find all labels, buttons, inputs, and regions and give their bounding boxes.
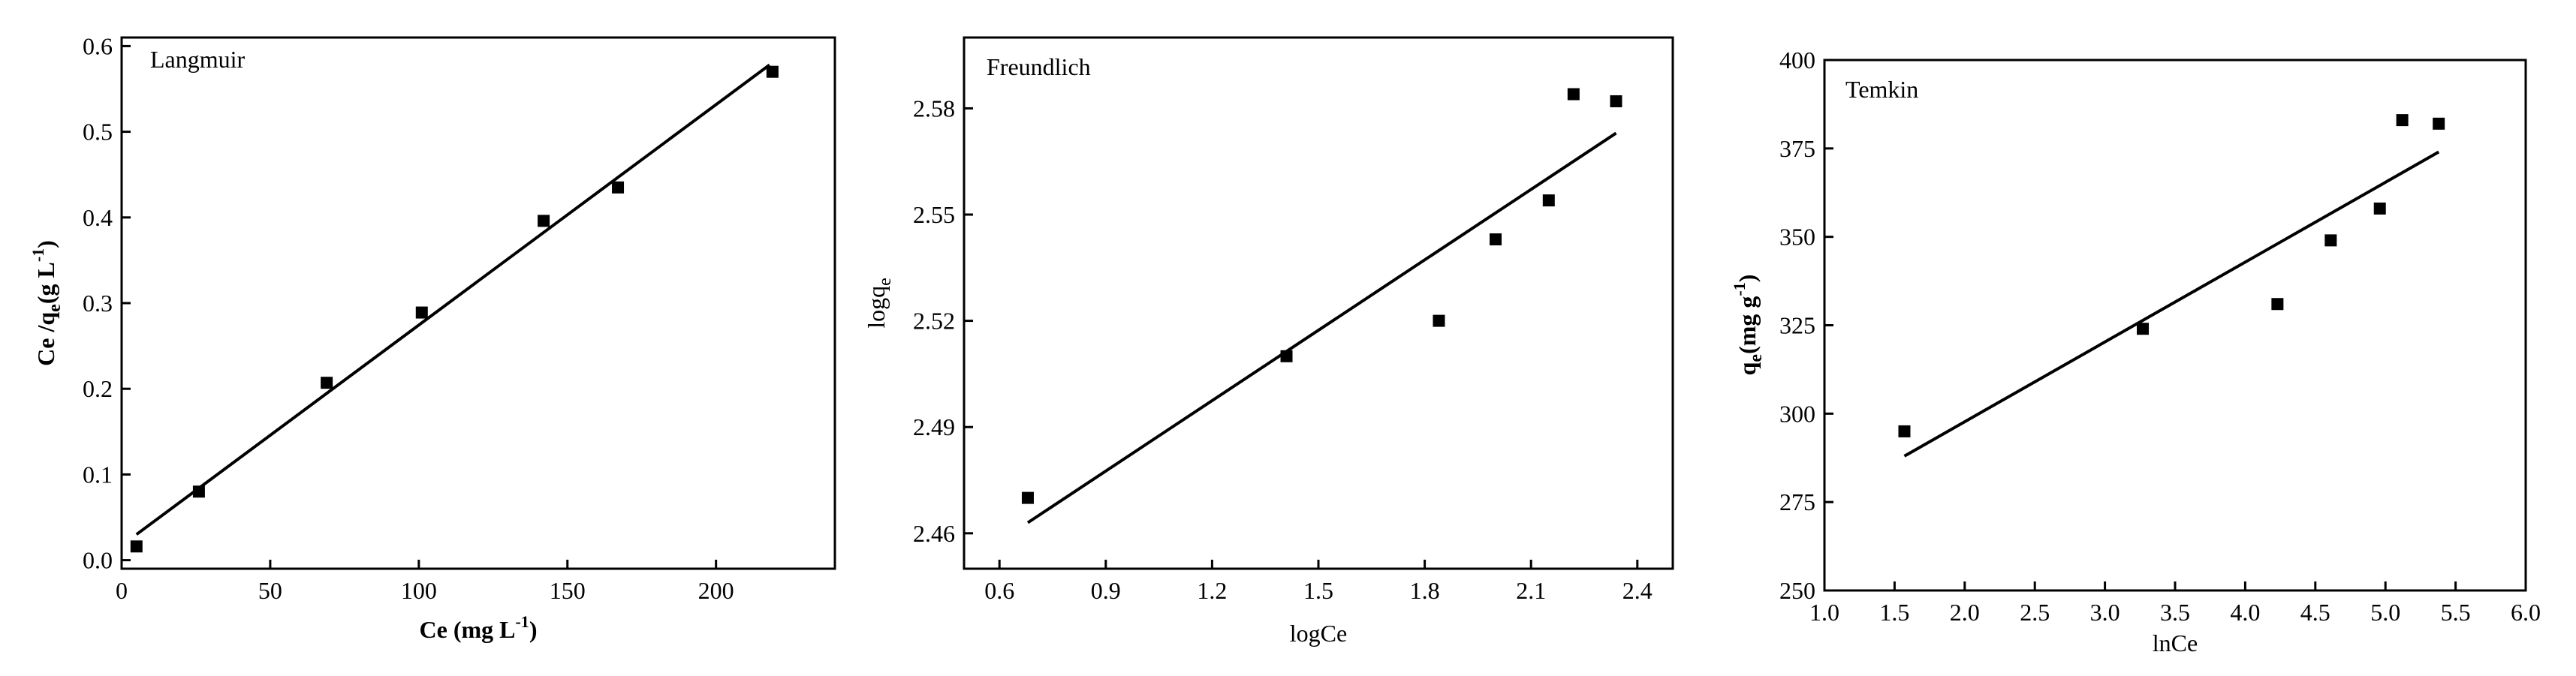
data-point xyxy=(2433,117,2445,130)
y-tick-label: 2.55 xyxy=(913,201,955,228)
x-tick-label: 1.2 xyxy=(1197,577,1227,604)
x-tick-label: 3.0 xyxy=(2090,599,2120,626)
points xyxy=(1021,88,1622,504)
x-tick-label: 4.0 xyxy=(2230,599,2260,626)
y-tick-label: 0.0 xyxy=(83,547,113,574)
data-point xyxy=(766,65,779,78)
data-point xyxy=(1280,350,1293,362)
y-axis-title: qe(mg g-1) xyxy=(1730,275,1766,376)
y-tick-label: 2.58 xyxy=(913,95,955,122)
y-tick-label: 2.52 xyxy=(913,308,955,335)
y-tick-label: 350 xyxy=(1779,224,1815,251)
x-tick-label: 2.5 xyxy=(2020,599,2050,626)
data-point xyxy=(2324,234,2337,247)
points xyxy=(1898,114,2445,437)
data-point xyxy=(2271,298,2284,311)
x-tick-label: 1.0 xyxy=(1809,599,1839,626)
y-tick-label: 250 xyxy=(1779,577,1815,604)
y-tick-label: 0.1 xyxy=(83,461,113,488)
x-tick-label: 2.0 xyxy=(1950,599,1980,626)
data-point xyxy=(2373,202,2386,215)
temkin-panel: 1.0 1.5 2.0 2.5 3.0 3.5 4.0 4.5 5.0 5.5 6.0 250 275 3… xyxy=(1730,47,2541,656)
x-tick-label: 0.6 xyxy=(984,577,1014,604)
y-tick-label: 0.2 xyxy=(83,375,113,402)
x-tick-label: 1.5 xyxy=(1303,577,1333,604)
data-point xyxy=(192,485,205,498)
x-tick-label: 2.1 xyxy=(1516,577,1546,604)
x-tick-label: 0.9 xyxy=(1091,577,1121,604)
plot-frame xyxy=(120,36,836,570)
x-tick-label: 5.0 xyxy=(2370,599,2400,626)
fit-line xyxy=(1026,131,1617,524)
y-tick-label: 2.46 xyxy=(913,520,955,547)
y-tick-label: 0.5 xyxy=(83,119,113,146)
data-point xyxy=(415,306,428,319)
data-point xyxy=(612,181,625,194)
panel-title: Langmuir xyxy=(150,46,246,73)
data-point xyxy=(1490,233,1502,246)
data-point xyxy=(1021,491,1034,504)
data-point xyxy=(1898,425,1911,437)
fit xyxy=(135,63,771,536)
panel-title: Temkin xyxy=(1845,76,1918,103)
x-tick-label: 50 xyxy=(258,577,282,604)
langmuir-panel: 0 50 100 150 200 0.0 0.1 0.2 0.3 0.4 0.5 0.6 Langmu… xyxy=(29,32,836,643)
y-tick-label: 325 xyxy=(1779,312,1815,339)
y-tick-label: 0.6 xyxy=(83,32,113,59)
fit xyxy=(1026,131,1617,524)
x-tick-label: 1.5 xyxy=(1879,599,1909,626)
fit-line xyxy=(1903,150,2440,458)
data-point xyxy=(1433,314,1445,327)
data-point xyxy=(321,377,333,389)
data-point xyxy=(1542,194,1555,207)
ticks: 0.6 0.9 1.2 1.5 1.8 2.1 2.4 2.46 2.49 2.52 2.55 2.5… xyxy=(913,95,1653,604)
ticks: 1.0 1.5 2.0 2.5 3.0 3.5 4.0 4.5 5.0 5.5 6.0 250 275 3… xyxy=(1779,47,2541,626)
x-tick-label: 150 xyxy=(550,577,586,604)
y-axis-title: logqe xyxy=(863,278,895,329)
y-tick-label: 275 xyxy=(1779,488,1815,515)
data-point xyxy=(2396,114,2409,127)
y-axis-title: Ce /qe(g L-1) xyxy=(29,240,65,366)
y-tick-label: 2.49 xyxy=(913,413,955,440)
x-tick-label: 1.8 xyxy=(1410,577,1440,604)
freundlich-panel: 0.6 0.9 1.2 1.5 1.8 2.1 2.4 2.46 2.49 2.52 2.55 2.5… xyxy=(863,36,1674,647)
panel-title: Freundlich xyxy=(987,53,1091,80)
fit xyxy=(1903,150,2440,458)
plot-frame xyxy=(1823,59,2527,592)
y-tick-label: 400 xyxy=(1779,47,1815,74)
data-point xyxy=(538,215,550,227)
x-axis-title: logCe xyxy=(1290,620,1347,647)
x-tick-label: 2.4 xyxy=(1622,577,1653,604)
x-tick-label: 3.5 xyxy=(2160,599,2190,626)
x-tick-label: 200 xyxy=(698,577,734,604)
x-tick-label: 0 xyxy=(116,577,128,604)
y-tick-label: 300 xyxy=(1779,400,1815,427)
y-tick-label: 0.3 xyxy=(83,290,113,317)
x-axis-title: Ce (mg L-1) xyxy=(420,612,538,643)
data-point xyxy=(2137,323,2150,335)
y-tick-label: 0.4 xyxy=(83,204,113,231)
fit-line xyxy=(135,63,771,536)
ticks: 0 50 100 150 200 0.0 0.1 0.2 0.3 0.4 0.5 0.6 xyxy=(83,32,734,604)
data-point xyxy=(130,540,143,553)
data-point xyxy=(1567,88,1580,101)
x-tick-label: 5.5 xyxy=(2441,599,2471,626)
points xyxy=(130,65,779,553)
x-tick-label: 100 xyxy=(401,577,437,604)
x-tick-label: 4.5 xyxy=(2300,599,2330,626)
data-point xyxy=(1610,95,1622,107)
x-axis-title: lnCe xyxy=(2153,629,2198,656)
y-tick-label: 375 xyxy=(1779,135,1815,162)
x-tick-label: 6.0 xyxy=(2511,599,2541,626)
plot-frame xyxy=(963,36,1674,570)
